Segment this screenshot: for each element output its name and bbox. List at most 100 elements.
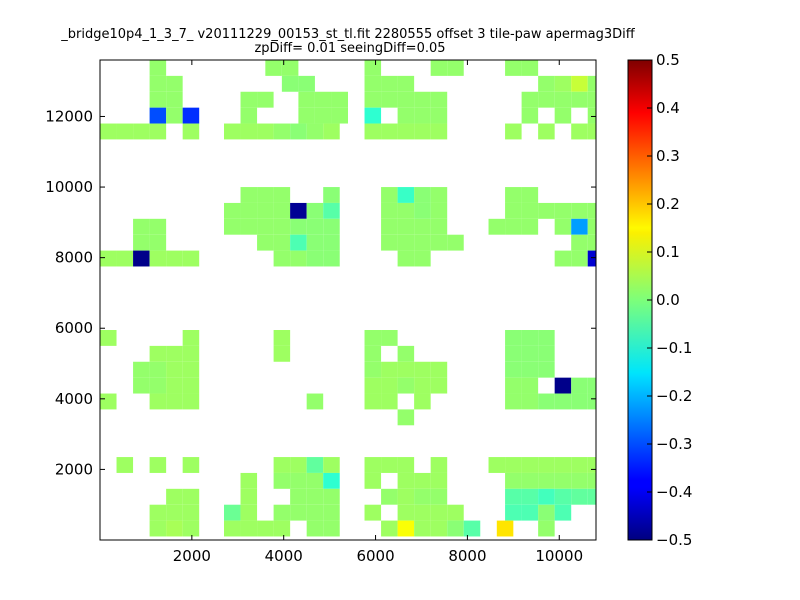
heatmap-cell bbox=[521, 60, 539, 76]
colorbar-tick-label: −0.2 bbox=[656, 387, 692, 405]
colorbar-tick-label: 0.5 bbox=[656, 51, 680, 69]
heatmap-cell bbox=[397, 75, 415, 92]
heatmap-cell bbox=[257, 520, 274, 537]
heatmap-cell bbox=[364, 457, 382, 473]
heatmap-cells bbox=[100, 60, 596, 537]
heatmap-cell bbox=[182, 457, 200, 473]
y-tick-label: 10000 bbox=[45, 178, 93, 196]
y-tick-label: 2000 bbox=[55, 460, 93, 478]
heatmap-cell bbox=[323, 218, 340, 235]
heatmap-cell bbox=[538, 472, 555, 489]
heatmap-cell bbox=[447, 504, 464, 521]
heatmap-cell bbox=[149, 91, 167, 108]
heatmap-cell bbox=[116, 123, 134, 140]
heatmap-cell bbox=[306, 520, 324, 537]
heatmap-cell bbox=[430, 187, 448, 203]
heatmap-cell bbox=[149, 393, 167, 410]
heatmap-cell bbox=[571, 202, 588, 219]
heatmap-cell bbox=[224, 202, 241, 219]
heatmap-cell bbox=[240, 520, 258, 537]
heatmap-cell bbox=[397, 377, 415, 394]
heatmap-cell bbox=[521, 472, 539, 489]
heatmap-cell bbox=[166, 107, 183, 124]
y-tick-label: 12000 bbox=[45, 107, 93, 125]
heatmap-cell bbox=[306, 202, 324, 219]
heatmap-cell bbox=[571, 91, 588, 108]
heatmap-cell bbox=[133, 250, 150, 267]
heatmap-cell bbox=[587, 488, 596, 505]
heatmap-cell bbox=[149, 75, 167, 92]
heatmap-cell bbox=[381, 393, 398, 410]
heatmap-cell bbox=[505, 393, 522, 410]
x-tick-label: 6000 bbox=[356, 547, 394, 565]
heatmap-cell bbox=[414, 472, 431, 489]
heatmap-cell bbox=[381, 218, 398, 235]
heatmap-cell bbox=[273, 330, 291, 346]
chart-subtitle: zpDiff= 0.01 seeingDiff=0.05 bbox=[254, 41, 445, 56]
heatmap-cell bbox=[414, 202, 431, 219]
heatmap-cell bbox=[306, 457, 324, 473]
heatmap-cell bbox=[149, 234, 167, 251]
heatmap-cell bbox=[306, 250, 324, 267]
heatmap-cell bbox=[447, 520, 464, 537]
heatmap-cell bbox=[430, 123, 448, 140]
heatmap-cell bbox=[414, 488, 431, 505]
heatmap-cell bbox=[554, 457, 572, 473]
heatmap-cell bbox=[447, 60, 464, 76]
heatmap-cell bbox=[224, 520, 241, 537]
heatmap-cell bbox=[240, 107, 258, 124]
heatmap-cell bbox=[430, 488, 448, 505]
heatmap-cell bbox=[257, 202, 274, 219]
heatmap-cell bbox=[430, 91, 448, 108]
heatmap-cell bbox=[381, 234, 398, 251]
heatmap-cell bbox=[166, 504, 183, 521]
heatmap-cell bbox=[273, 520, 291, 537]
heatmap-cell bbox=[488, 218, 506, 235]
heatmap-cell bbox=[414, 91, 431, 108]
heatmap-cell bbox=[116, 457, 134, 473]
heatmap-cell bbox=[505, 330, 522, 346]
heatmap-cell bbox=[182, 361, 200, 378]
colorbar-tick-label: 0.2 bbox=[656, 195, 680, 213]
heatmap-cell bbox=[224, 123, 241, 140]
colorbar-tick-label: −0.1 bbox=[656, 339, 692, 357]
heatmap-cell bbox=[381, 187, 398, 203]
heatmap-cell bbox=[463, 520, 481, 537]
colorbar-tick-label: 0.3 bbox=[656, 147, 680, 165]
heatmap-cell bbox=[364, 330, 382, 346]
heatmap-cell bbox=[323, 250, 340, 267]
heatmap-cell bbox=[430, 107, 448, 124]
heatmap-cell bbox=[414, 187, 431, 203]
heatmap-cell bbox=[182, 488, 200, 505]
heatmap-cell bbox=[430, 457, 448, 473]
colorbar bbox=[627, 59, 653, 541]
heatmap-cell bbox=[587, 107, 596, 124]
heatmap-cell bbox=[505, 377, 522, 394]
heatmap-cell bbox=[521, 202, 539, 219]
y-tick-label: 6000 bbox=[55, 319, 93, 337]
heatmap-cell bbox=[364, 377, 382, 394]
heatmap-cell bbox=[538, 361, 555, 378]
heatmap-cell bbox=[414, 234, 431, 251]
heatmap-cell bbox=[323, 123, 340, 140]
heatmap-cell bbox=[240, 504, 258, 521]
heatmap-cell bbox=[149, 377, 167, 394]
heatmap-cell bbox=[505, 361, 522, 378]
heatmap-cell bbox=[397, 520, 415, 537]
heatmap-cell bbox=[414, 107, 431, 124]
heatmap-cell bbox=[364, 345, 382, 362]
heatmap-cell bbox=[538, 393, 555, 410]
heatmap-cell bbox=[182, 107, 200, 124]
heatmap-cell bbox=[554, 377, 572, 394]
heatmap-cell bbox=[571, 488, 588, 505]
heatmap-cell bbox=[505, 60, 522, 76]
heatmap-cell bbox=[166, 520, 183, 537]
heatmap-cell bbox=[273, 250, 291, 267]
heatmap-cell bbox=[306, 393, 324, 410]
heatmap-cell bbox=[273, 504, 291, 521]
heatmap-cell bbox=[521, 91, 539, 108]
heatmap-cell bbox=[505, 202, 522, 219]
heatmap-cell bbox=[364, 60, 382, 76]
heatmap-cell bbox=[397, 250, 415, 267]
